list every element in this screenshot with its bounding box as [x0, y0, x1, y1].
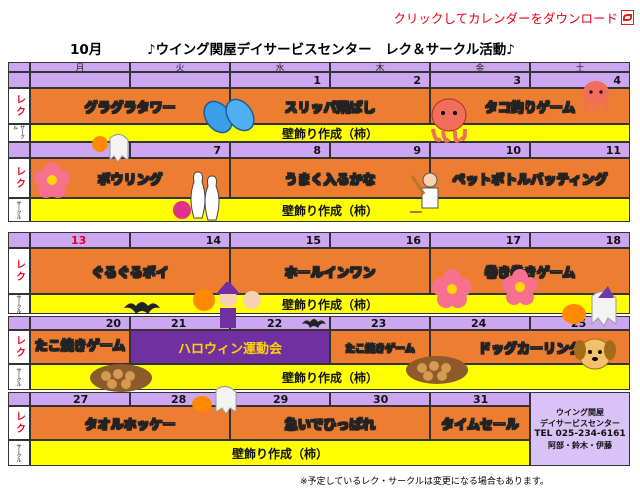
halloween-kids-illustration: [193, 282, 261, 328]
date-cell: [30, 72, 130, 88]
date-cell: 21: [130, 316, 230, 330]
rec-row-label: レク: [8, 406, 30, 440]
circle-activity: 壁飾り作成（柿）: [30, 124, 630, 142]
weekday-sat: 土: [530, 62, 630, 72]
rec-activity: タイムセール: [430, 406, 530, 440]
circle-activity: 壁飾り作成（柿）: [30, 294, 630, 314]
date-cell: 8: [230, 142, 330, 158]
date-cell: 27: [30, 392, 130, 406]
rec-row-label: レク: [8, 248, 30, 294]
side-blank: [8, 142, 30, 158]
bowling-pins-illustration: [173, 171, 220, 221]
page-title: 10月 ♪ウイング関屋デイサービスセンター レク＆サークル活動♪: [70, 38, 590, 58]
halloween-event: ハロウィン運動会: [130, 330, 330, 364]
side-blank: [8, 392, 30, 406]
footnote: ※予定しているレク・サークルは変更になる場合もあります。: [300, 477, 549, 487]
weekday-wed: 水: [230, 62, 330, 72]
rec-activity: ホールインワン: [230, 248, 430, 294]
bat-icon: [302, 319, 326, 328]
flower-icon: [502, 269, 538, 305]
date-cell: 20: [30, 316, 130, 330]
weekday-tue: 火: [130, 62, 230, 72]
date-cell: 24: [430, 316, 530, 330]
halloween-pumpkin-ghost-illustration: [192, 386, 237, 414]
weekday-thu: 木: [330, 62, 430, 72]
bat-icon: [124, 302, 160, 314]
center-info-box: ウイング関屋 デイサービスセンター TEL 025-234-6161 阿部・鈴木…: [530, 392, 630, 466]
date-cell: [130, 72, 230, 88]
takoyaki-illustration: [90, 364, 152, 392]
side-blank: [8, 316, 30, 330]
center-sub: デイサービスセンター: [540, 419, 620, 428]
date-cell-holiday: 13: [30, 232, 130, 248]
pdf-icon: [621, 9, 634, 25]
side-blank: [8, 72, 30, 88]
circle-row-label: サークル: [8, 364, 30, 390]
flower-icon: [34, 162, 70, 198]
date-cell: 17: [430, 232, 530, 248]
batter-illustration: [410, 172, 439, 213]
dog-illustration: [574, 338, 616, 370]
title-text: ♪ウイング関屋デイサービスセンター レク＆サークル活動♪: [147, 42, 515, 58]
date-cell: 11: [530, 142, 630, 158]
date-cell: 30: [330, 392, 430, 406]
rec-activity: たこ焼きゲーム: [330, 330, 430, 364]
circle-row-label: サークル: [8, 124, 30, 142]
download-label: クリックしてカレンダーをダウンロード: [393, 10, 618, 26]
pumpkin-ghost-illustration: [562, 286, 617, 327]
rec-row-label: レク: [8, 88, 30, 124]
date-cell: 31: [430, 392, 530, 406]
octopus-illustration: [431, 98, 467, 143]
circle-row-label: サークル: [8, 294, 30, 314]
date-cell: 3: [430, 72, 530, 88]
month-label: 10月: [70, 42, 103, 58]
rec-activity: スリッパ飛ばし: [230, 88, 430, 124]
center-staff: 阿部・鈴木・伊藤: [548, 441, 612, 450]
date-cell: 16: [330, 232, 430, 248]
date-cell: 4: [530, 72, 630, 88]
weekday-fri: 金: [430, 62, 530, 72]
takoyaki-illustration: [406, 356, 468, 384]
rec-activity: 急いでひっぱれ: [230, 406, 430, 440]
date-cell: 22: [230, 316, 330, 330]
rec-activity: たこ焼きゲーム: [30, 330, 130, 364]
circle-activity: 壁飾り作成（柿）: [30, 440, 530, 466]
slippers-illustration: [203, 98, 255, 134]
rec-row-label: レク: [8, 158, 30, 198]
center-tel: TEL 025-234-6161: [534, 429, 626, 439]
rec-activity: グラグラタワー: [30, 88, 230, 124]
date-cell: 10: [430, 142, 530, 158]
rec-row-label: レク: [8, 330, 30, 364]
circle-activity: 壁飾り作成（柿）: [30, 198, 630, 222]
date-cell: 7: [130, 142, 230, 158]
rec-activity: ペットボトルバッティング: [430, 158, 630, 198]
date-cell: 18: [530, 232, 630, 248]
side-blank: [8, 232, 30, 248]
date-cell: 14: [130, 232, 230, 248]
date-cell: 1: [230, 72, 330, 88]
corner-cell: [8, 62, 30, 72]
date-cell: 29: [230, 392, 330, 406]
date-cell: 15: [230, 232, 330, 248]
rec-activity: うまく入るかな: [230, 158, 430, 198]
date-cell: 9: [330, 142, 430, 158]
rec-activity: ぐるぐるボイ: [30, 248, 230, 294]
download-calendar-link[interactable]: クリックしてカレンダーをダウンロード: [374, 6, 634, 28]
rec-activity: タオルホッケー: [30, 406, 230, 440]
circle-row-label: サークル: [8, 198, 30, 222]
circle-row-label: サークル: [8, 440, 30, 466]
date-cell: 23: [330, 316, 430, 330]
flower-icon: [432, 269, 472, 308]
calendar-grid: 月 火 水 木 金 土 1 2 3 4 レク グラグラタワー スリッパ飛ばし タ…: [8, 62, 630, 467]
octopus-small-illustration: [582, 81, 610, 113]
date-cell: 2: [330, 72, 430, 88]
center-name: ウイング関屋: [556, 408, 604, 417]
weekday-mon: 月: [30, 62, 130, 72]
ghost-pumpkin-illustration: [92, 134, 129, 163]
